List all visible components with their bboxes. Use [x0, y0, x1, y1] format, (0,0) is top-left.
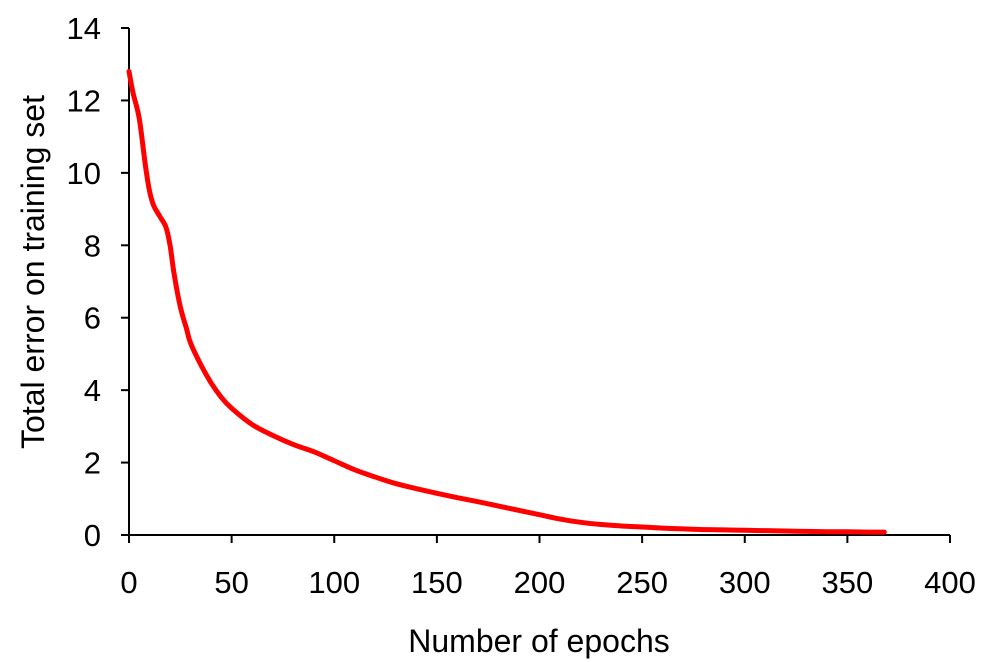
x-tick-label: 150	[411, 565, 463, 600]
x-tick-label: 400	[924, 565, 976, 600]
x-tick-label: 100	[308, 565, 360, 600]
series-layer	[126, 68, 887, 535]
x-axis: 0 50 100 150 200 250 300 350 400	[120, 534, 976, 600]
y-tick-label: 10	[67, 156, 101, 191]
y-tick-label: 2	[84, 446, 101, 481]
x-tick-label: 200	[514, 565, 566, 600]
y-tick-label: 12	[67, 83, 101, 118]
x-tick-label: 250	[616, 565, 668, 600]
y-axis-title: Total error on training set	[15, 95, 51, 449]
x-tick-label: 50	[214, 565, 248, 600]
y-tick-label: 14	[67, 11, 101, 46]
x-axis-title: Number of epochs	[408, 623, 669, 659]
x-tick-label: 350	[822, 565, 874, 600]
x-tick-label: 0	[120, 565, 137, 600]
series-line	[126, 68, 887, 535]
x-tick-label: 300	[719, 565, 771, 600]
y-tick-label: 4	[84, 373, 101, 408]
y-tick-label: 6	[84, 301, 101, 336]
y-tick-label: 0	[84, 518, 101, 553]
y-axis: 0 2 4 6 8 10 12 14	[67, 11, 130, 553]
y-tick-label: 8	[84, 228, 101, 263]
